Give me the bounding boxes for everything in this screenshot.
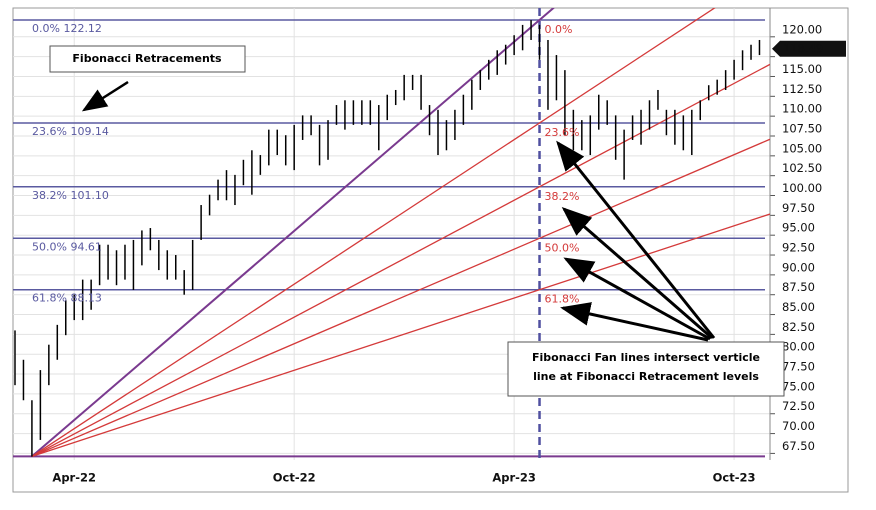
fib-levels [13, 8, 765, 460]
chart-frame [12, 7, 849, 493]
last-price-label: 118.49 [783, 41, 823, 55]
arrow [556, 140, 716, 339]
fan-label: 61.8% [545, 293, 580, 306]
arrow [561, 207, 713, 340]
arrow [81, 80, 129, 112]
fan-line [31, 63, 770, 458]
fan-label: 50.0% [545, 241, 580, 254]
fan-line [31, 138, 770, 458]
y-tick-label: 67.50 [782, 439, 815, 453]
annotation: Fibonacci Retracements [72, 52, 222, 65]
annotation-frame [507, 341, 785, 397]
y-tick-label: 95.00 [782, 221, 815, 235]
x-tick-label: Oct-23 [713, 471, 756, 485]
annotation: Fibonacci Fan lines intersect verticle [532, 351, 760, 364]
y-tick-label: 70.00 [782, 419, 815, 433]
y-tick-label: 80.00 [782, 340, 815, 354]
annotation-box-1: Fibonacci Retracements [49, 45, 246, 112]
y-tick-label: 97.50 [782, 201, 815, 215]
arrows [556, 140, 716, 342]
fib-level-label: 23.6% 109.14 [32, 125, 109, 138]
x-tick-label: Apr-23 [492, 471, 536, 485]
grid [13, 8, 775, 460]
y-tick-label: 72.50 [782, 399, 815, 413]
fan-line [31, 8, 716, 457]
y-tick-label: 87.50 [782, 280, 815, 294]
y-tick-label: 85.00 [782, 300, 815, 314]
y-tick-label: 75.00 [782, 379, 815, 393]
annotation: line at Fibonacci Retracement levels [533, 370, 759, 383]
y-tick-label: 105.00 [782, 141, 822, 155]
labels: 67.50 70.00 72.50 75.00 77.50 80.00 82.50 85.00… [32, 22, 846, 485]
fan-label: 0.0% [545, 23, 573, 36]
fan-line [31, 8, 555, 458]
price-bars [14, 20, 761, 457]
fib-level-label: 0.0% 122.12 [32, 22, 102, 35]
arrow [560, 302, 709, 342]
y-tick-label: 82.50 [782, 320, 815, 334]
annotation-frame [49, 45, 246, 73]
fib-level-label: 38.2% 101.10 [32, 189, 109, 202]
y-tick-label: 90.00 [782, 260, 815, 274]
x-tick-label: Oct-22 [273, 471, 316, 485]
y-tick-label: 100.00 [782, 181, 822, 195]
fan-label: 38.2% [545, 190, 580, 203]
y-tick-label: 120.00 [782, 22, 822, 36]
arrow [563, 257, 711, 341]
y-tick-label: 112.50 [782, 82, 822, 96]
annotation-box-2: Fibonacci Fan lines intersect verticle l… [507, 140, 785, 397]
y-tick-label: 107.50 [782, 121, 822, 135]
last-price-marker [772, 40, 846, 57]
x-tick-label: Apr-22 [52, 471, 96, 485]
fan-label: 23.6% [545, 126, 580, 139]
fib-level-label: 50.0% 94.61 [32, 240, 102, 253]
y-tick-label: 102.50 [782, 161, 822, 175]
y-tick-label: 92.50 [782, 241, 815, 255]
y-tick-label: 110.00 [782, 102, 822, 116]
y-tick-label: 115.00 [782, 62, 822, 76]
fib-level-label: 61.8% 88.13 [32, 292, 102, 305]
y-tick-label: 77.50 [782, 360, 815, 374]
